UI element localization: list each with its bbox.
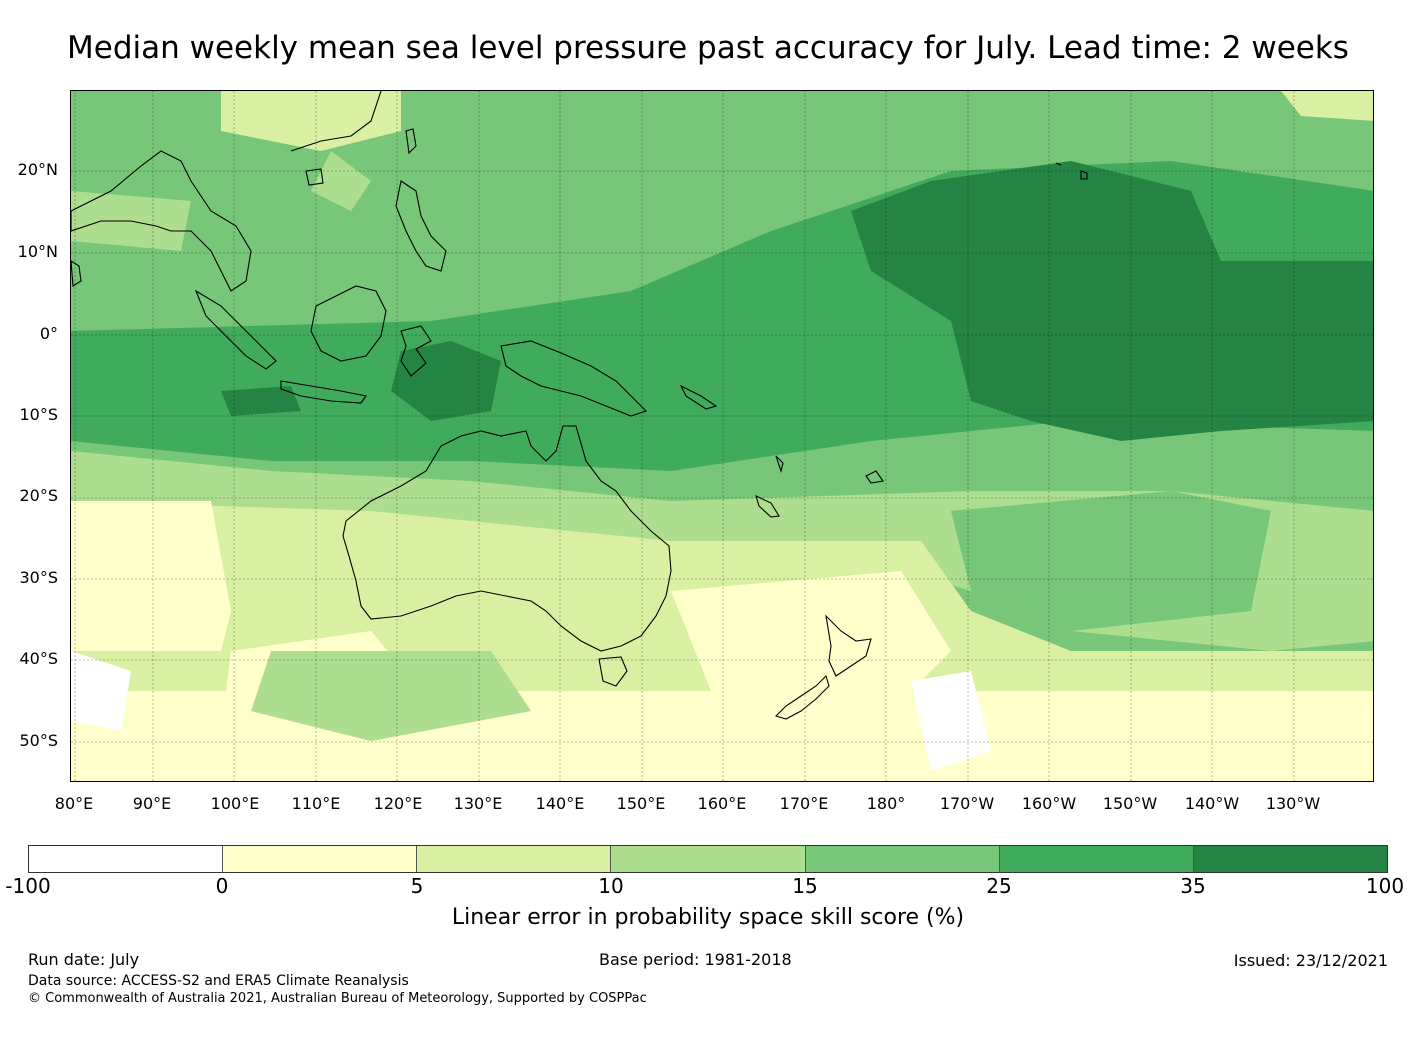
colorbar-segment-3: [611, 846, 806, 872]
lon-label-140w: 140°W: [1184, 794, 1240, 813]
coastlines: [71, 91, 1088, 720]
field-core-35-100: [221, 386, 301, 416]
field-patch-below-0: [71, 651, 131, 731]
lat-label-0: 0°: [39, 324, 58, 343]
lon-label-130w: 130°W: [1265, 794, 1321, 813]
colorbar-label: Linear error in probability space skill …: [451, 905, 965, 930]
colorbar-tick: -100: [5, 874, 51, 898]
base-period: Base period: 1981-2018: [599, 950, 792, 969]
colorbar-tick: 10: [598, 874, 624, 898]
map-svg: [71, 91, 1373, 781]
solomon-islands-coast: [679, 384, 718, 410]
colorbar-segment-1: [223, 846, 418, 872]
lon-label-130e: 130°E: [453, 794, 503, 813]
lat-label-20n: 20°N: [17, 160, 58, 179]
colorbar-segment-4: [805, 846, 1000, 872]
field-core-35-100: [391, 341, 501, 421]
lon-label-120e: 120°E: [373, 794, 423, 813]
lon-label-180: 180°: [866, 794, 906, 813]
lat-label-50s: 50°S: [19, 731, 58, 750]
philippines-coast: [395, 180, 447, 272]
colorbar-tick: 35: [1180, 874, 1206, 898]
colorbar-segment-6: [1193, 846, 1387, 872]
new-zealand-south-coast: [774, 674, 830, 720]
china-coast: [290, 91, 382, 152]
colorbar: [28, 845, 1388, 873]
field-patch-15-25: [951, 491, 1271, 631]
lon-label-170w: 170°W: [939, 794, 995, 813]
colorbar-segment-0: [29, 846, 224, 872]
taiwan-coast: [405, 128, 417, 155]
gridlines: [71, 91, 1373, 781]
colorbar-tick: 15: [792, 874, 818, 898]
australia-coast: [342, 425, 672, 652]
lat-label-30s: 30°S: [19, 568, 58, 587]
se-asia-coast: [71, 150, 252, 292]
field-patch-below-0: [911, 671, 991, 771]
field-patch-10-15: [311, 151, 371, 211]
colorbar-tick: 0: [215, 874, 229, 898]
field-patch-0-5: [71, 501, 231, 651]
map-title: Median weekly mean sea level pressure pa…: [67, 30, 1349, 66]
hawaii-islets: [1055, 162, 1062, 166]
java-coast: [280, 380, 367, 404]
sumatra-coast: [194, 289, 277, 370]
colorbar-segment-5: [999, 846, 1194, 872]
lon-label-150e: 150°E: [616, 794, 666, 813]
colorbar-segment-2: [417, 846, 612, 872]
lat-label-10s: 10°S: [19, 405, 58, 424]
skill-score-map: [70, 90, 1374, 782]
lon-label-100e: 100°E: [210, 794, 260, 813]
lat-label-40s: 40°S: [19, 649, 58, 668]
lon-label-160e: 160°E: [697, 794, 747, 813]
vanuatu-coast: [775, 455, 784, 473]
copyright: © Commonwealth of Australia 2021, Austra…: [28, 991, 647, 1006]
hawaii-coast: [1080, 170, 1088, 180]
sri-lanka-coast: [71, 260, 82, 287]
colorbar-tick: 5: [410, 874, 424, 898]
borneo-coast: [310, 285, 387, 362]
lon-label-90e: 90°E: [132, 794, 172, 813]
sulawesi-coast: [400, 325, 432, 377]
lon-label-80e: 80°E: [54, 794, 94, 813]
run-date: Run date: July: [28, 950, 140, 969]
lon-label-110e: 110°E: [291, 794, 341, 813]
new-guinea-coast: [500, 340, 648, 417]
new-zealand-north-coast: [825, 614, 872, 677]
hainan-coast: [305, 168, 324, 186]
lon-label-140e: 140°E: [535, 794, 585, 813]
colorbar-tick: 100: [1365, 874, 1405, 898]
colorbar-tick: 25: [986, 874, 1012, 898]
issued-date: Issued: 23/12/2021: [1233, 951, 1388, 970]
field-patch-5-10: [221, 91, 401, 151]
field-patch-5-10: [1281, 91, 1373, 121]
new-caledonia-coast: [755, 494, 780, 518]
lat-label-20s: 20°S: [19, 486, 58, 505]
fiji-coast: [865, 470, 884, 484]
field-core-35-100: [851, 161, 1373, 441]
tasmania-coast: [598, 656, 628, 687]
lon-label-160w: 160°W: [1021, 794, 1077, 813]
lat-label-10n: 10°N: [17, 242, 58, 261]
field-patch-10-15: [251, 651, 531, 741]
lon-label-170e: 170°E: [779, 794, 829, 813]
lon-label-150w: 150°W: [1102, 794, 1158, 813]
data-source: Data source: ACCESS-S2 and ERA5 Climate …: [28, 973, 409, 989]
